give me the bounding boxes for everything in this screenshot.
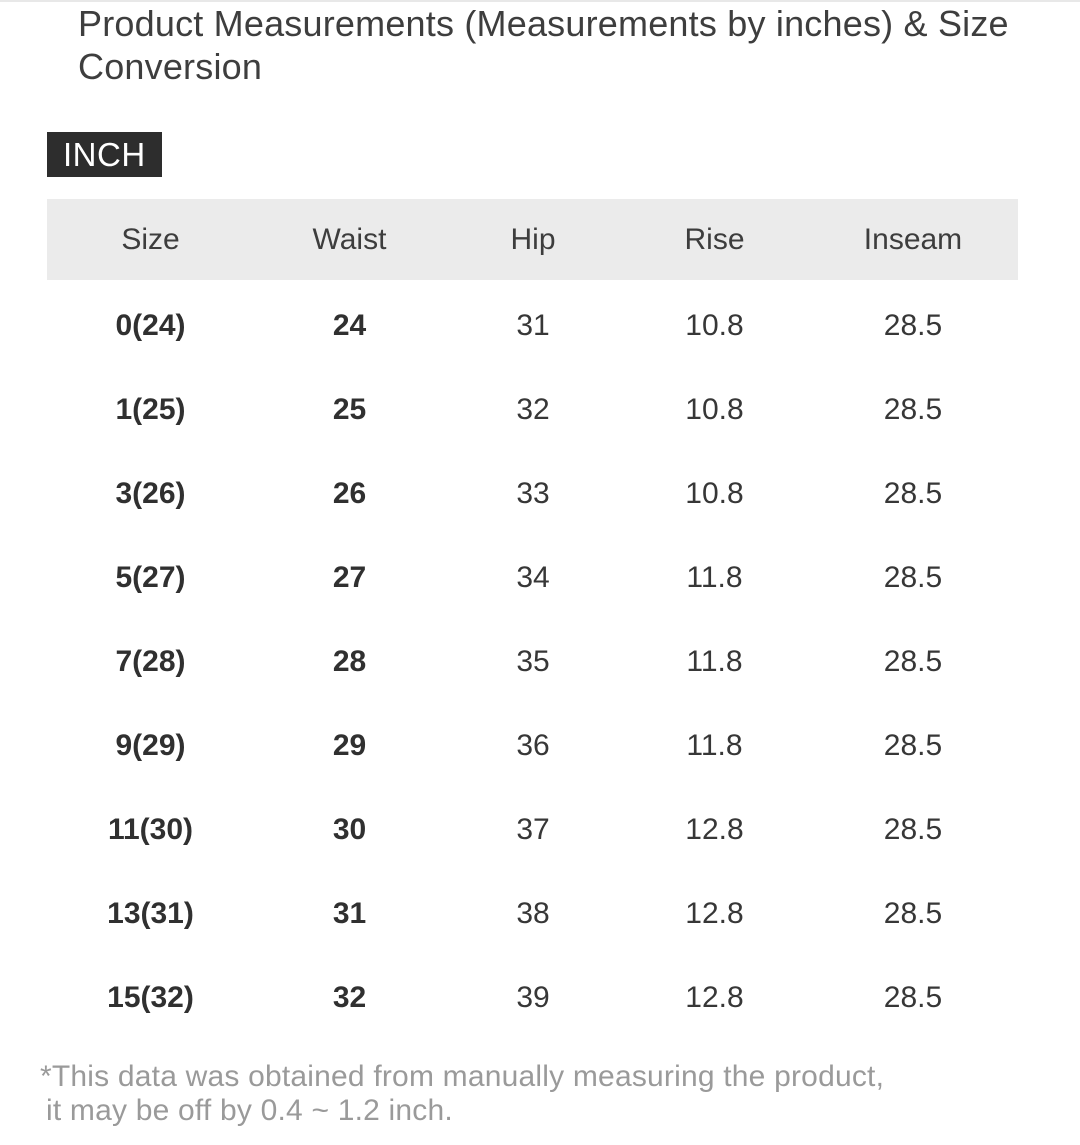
table-cell: 11.8 — [621, 620, 808, 704]
table-cell: 31 — [445, 280, 621, 368]
table-cell: 36 — [445, 704, 621, 788]
page-title: Product Measurements (Measurements by in… — [78, 3, 1009, 87]
table-cell: 29 — [254, 704, 445, 788]
table-row: 13(31) 31 38 12.8 28.5 — [47, 872, 1018, 956]
table-cell: 10.8 — [621, 280, 808, 368]
table-cell: 28.5 — [808, 368, 1018, 452]
table-cell: 12.8 — [621, 872, 808, 956]
table-cell: 27 — [254, 536, 445, 620]
table-cell: 10.8 — [621, 452, 808, 536]
table-cell: 26 — [254, 452, 445, 536]
size-conversion-table: Size Waist Hip Rise Inseam 0(24) 24 31 10.8 28.5… — [47, 199, 1018, 1040]
table-cell: 25 — [254, 368, 445, 452]
table-cell: 28.5 — [808, 788, 1018, 872]
table-cell: 7(28) — [47, 620, 254, 704]
table-row: 7(28) 28 35 11.8 28.5 — [47, 620, 1018, 704]
table-cell: 12.8 — [621, 788, 808, 872]
table-body: 0(24) 24 31 10.8 28.5 1(25) 25 32 10.8 28.5 3(26) 2… — [47, 280, 1018, 1040]
column-header-rise: Rise — [621, 199, 808, 280]
table-cell: 34 — [445, 536, 621, 620]
table-cell: 9(29) — [47, 704, 254, 788]
table-cell: 1(25) — [47, 368, 254, 452]
table-cell: 3(26) — [47, 452, 254, 536]
table-cell: 38 — [445, 872, 621, 956]
table-cell: 11.8 — [621, 704, 808, 788]
table-cell: 11.8 — [621, 536, 808, 620]
table-cell: 28.5 — [808, 872, 1018, 956]
table-cell: 5(27) — [47, 536, 254, 620]
table-row: 3(26) 26 33 10.8 28.5 — [47, 452, 1018, 536]
table-cell: 10.8 — [621, 368, 808, 452]
table-row: 1(25) 25 32 10.8 28.5 — [47, 368, 1018, 452]
table-header-row: Size Waist Hip Rise Inseam — [47, 199, 1018, 280]
table-cell: 31 — [254, 872, 445, 956]
table-row: 5(27) 27 34 11.8 28.5 — [47, 536, 1018, 620]
disclaimer-line-1: *This data was obtained from manually me… — [40, 1060, 885, 1093]
table-row: 11(30) 30 37 12.8 28.5 — [47, 788, 1018, 872]
column-header-hip: Hip — [445, 199, 621, 280]
table-cell: 0(24) — [47, 280, 254, 368]
table-cell: 37 — [445, 788, 621, 872]
table-cell: 28 — [254, 620, 445, 704]
table-cell: 28.5 — [808, 280, 1018, 368]
measurement-disclaimer: *This data was obtained from manually me… — [40, 1060, 884, 1128]
table-row: 0(24) 24 31 10.8 28.5 — [47, 280, 1018, 368]
table-cell: 28.5 — [808, 704, 1018, 788]
table-cell: 32 — [445, 368, 621, 452]
table-cell: 28.5 — [808, 956, 1018, 1040]
table-row: 9(29) 29 36 11.8 28.5 — [47, 704, 1018, 788]
table-cell: 13(31) — [47, 872, 254, 956]
unit-badge-inch: INCH — [47, 132, 162, 177]
table-cell: 15(32) — [47, 956, 254, 1040]
table-cell: 28.5 — [808, 452, 1018, 536]
table-cell: 11(30) — [47, 788, 254, 872]
table-row: 15(32) 32 39 12.8 28.5 — [47, 956, 1018, 1040]
disclaimer-line-2: it may be off by 0.4 ~ 1.2 inch. — [46, 1094, 453, 1127]
column-header-waist: Waist — [254, 199, 445, 280]
column-header-inseam: Inseam — [808, 199, 1018, 280]
column-header-size: Size — [47, 199, 254, 280]
table-cell: 24 — [254, 280, 445, 368]
table-cell: 30 — [254, 788, 445, 872]
table-cell: 39 — [445, 956, 621, 1040]
table-cell: 12.8 — [621, 956, 808, 1040]
table-cell: 32 — [254, 956, 445, 1040]
table-cell: 28.5 — [808, 620, 1018, 704]
table-cell: 28.5 — [808, 536, 1018, 620]
table-cell: 33 — [445, 452, 621, 536]
table-cell: 35 — [445, 620, 621, 704]
